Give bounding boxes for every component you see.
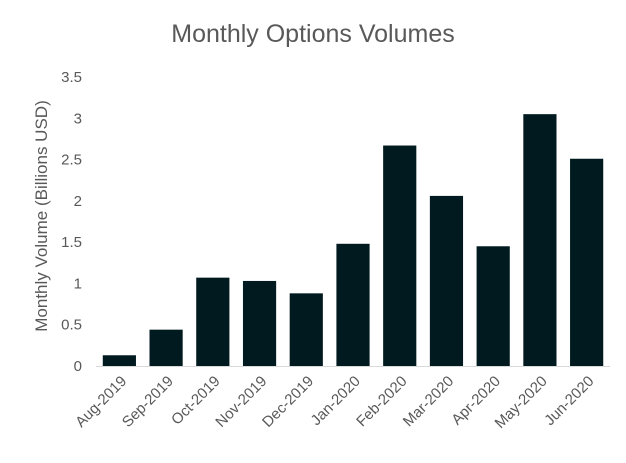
- bar-dec-2019: [289, 293, 323, 366]
- bar-aug-2019: [102, 355, 136, 366]
- bar-jun-2020: [570, 158, 604, 366]
- x-ticks: Aug-2019Sep-2019Oct-2019Nov-2019Dec-2019…: [72, 373, 597, 432]
- y-axis-label: Monthly Volume (Billions USD): [32, 100, 51, 331]
- x-tick-label: Mar-2020: [400, 373, 457, 430]
- bars: [102, 114, 604, 366]
- y-tick-label: 3: [74, 110, 82, 127]
- bar-feb-2020: [383, 145, 417, 366]
- y-tick-label: 1: [74, 275, 82, 292]
- bar-jan-2020: [336, 243, 370, 366]
- y-tick-label: 0.5: [61, 317, 82, 334]
- bar-oct-2019: [196, 277, 230, 366]
- chart-title: Monthly Options Volumes: [171, 20, 455, 48]
- y-ticks: 0 0.5 1 1.5 2 2.5 3 3.5: [61, 69, 82, 375]
- y-tick-label: 3.5: [61, 69, 82, 86]
- bar-sep-2019: [149, 329, 183, 366]
- bar-apr-2020: [476, 246, 510, 366]
- x-tick-label: Jun-2020: [541, 373, 597, 429]
- x-tick-label: Sep-2019: [119, 373, 177, 431]
- y-axis-label-group: Monthly Volume (Billions USD): [32, 100, 51, 331]
- y-tick-label: 0: [74, 358, 82, 375]
- y-tick-label: 1.5: [61, 234, 82, 251]
- bar-mar-2020: [429, 195, 464, 366]
- y-tick-label: 2: [74, 193, 82, 210]
- y-tick-label: 2.5: [61, 152, 82, 169]
- bar-may-2020: [523, 114, 557, 366]
- x-tick-label: Dec-2019: [259, 373, 317, 431]
- bar-nov-2019: [242, 280, 277, 366]
